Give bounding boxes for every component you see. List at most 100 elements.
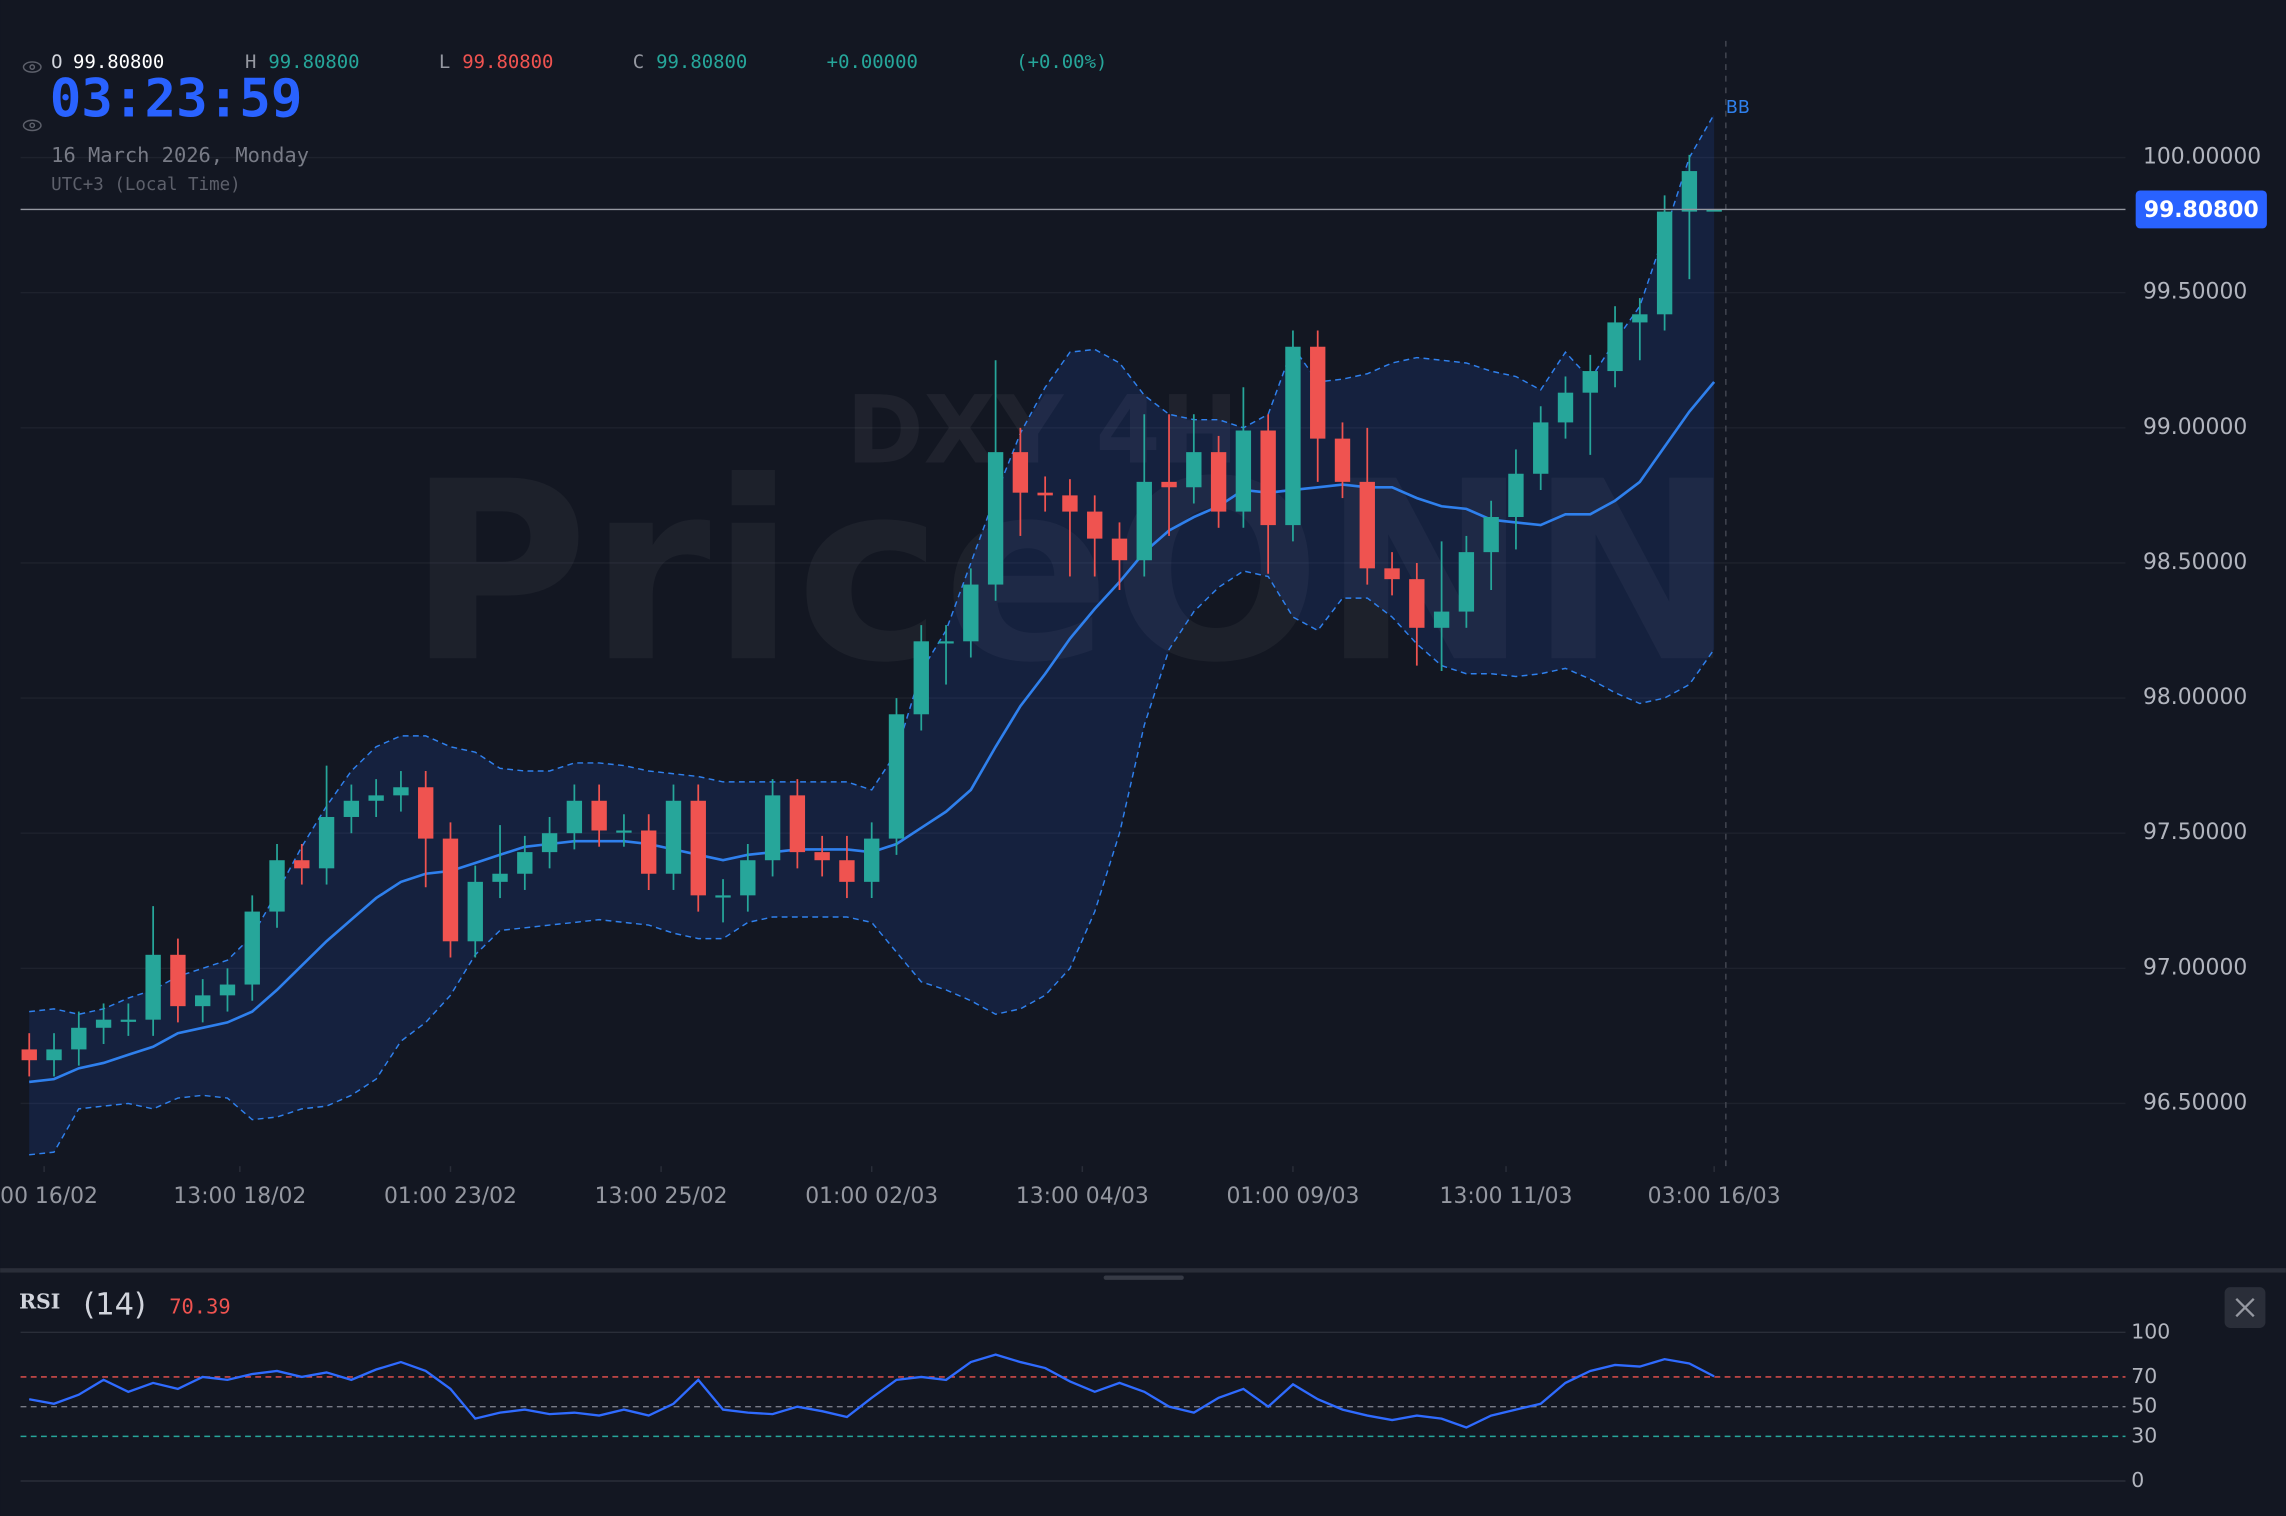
y-tick-label: 98.00000: [2143, 685, 2247, 710]
x-tick-label: 01:00 23/02: [384, 1184, 517, 1209]
close-value: 99.80800: [656, 51, 747, 73]
candle-body: [1458, 552, 1475, 612]
candle-body: [1062, 495, 1078, 512]
candle-body: [1285, 346, 1301, 526]
candle-body: [839, 860, 855, 882]
rsi-tick-label: 30: [2131, 1423, 2157, 1447]
rsi-header: RSI (14) 70.39: [19, 1288, 231, 1323]
x-tick-label: 03:00 16/03: [1648, 1184, 1781, 1209]
candle-body: [715, 895, 731, 898]
candle-body: [1037, 492, 1053, 496]
candle-body: [665, 800, 682, 874]
candle-body: [492, 873, 508, 882]
watermark: DXY 4H: [846, 377, 1238, 486]
candle-body: [195, 995, 211, 1007]
candle-body: [616, 830, 632, 833]
rsi-title: RSI: [19, 1290, 60, 1314]
candle-body: [418, 787, 434, 839]
open-label: O: [51, 51, 62, 73]
candle-body: [368, 795, 384, 801]
candle-body: [888, 714, 905, 839]
y-tick-label: 97.00000: [2143, 955, 2247, 980]
candle-body: [1607, 322, 1623, 372]
bb-label: BB: [1726, 98, 1750, 118]
y-tick-label: 99.00000: [2143, 415, 2247, 440]
bb-lower: [29, 570, 1715, 1156]
candle-body: [1111, 538, 1128, 561]
low-label: L: [439, 51, 450, 73]
y-tick-label: 96.50000: [2143, 1090, 2247, 1115]
change: +0.00000: [827, 51, 918, 73]
candle-body: [1656, 211, 1673, 315]
candle-body: [1384, 568, 1400, 580]
candle-body: [1632, 314, 1648, 323]
candle-body: [1235, 430, 1252, 512]
candle-body: [541, 833, 558, 853]
candle-body: [1533, 422, 1549, 474]
date: 16 March 2026, Monday: [51, 143, 309, 167]
candle-body: [21, 1049, 37, 1061]
y-tick-label: 100.00000: [2143, 145, 2261, 170]
candle-body: [145, 954, 161, 1020]
candle-body: [764, 795, 781, 861]
candle-body: [95, 1019, 112, 1028]
eye-icon: [22, 61, 42, 132]
x-tick-label: 13:00 11/03: [1440, 1184, 1573, 1209]
candle-body: [1483, 516, 1499, 553]
x-tick-label: 13:00 18/02: [173, 1184, 306, 1209]
timezone: UTC+3 (Local Time): [51, 175, 240, 195]
change-percent: (+0.00%): [1016, 51, 1107, 73]
candle-body: [244, 911, 260, 985]
candle-body: [467, 881, 483, 942]
candle-body: [913, 641, 929, 715]
candle-body: [1186, 452, 1202, 488]
candle-body: [963, 584, 979, 642]
y-tick-label: 98.50000: [2143, 550, 2247, 575]
candle-body: [219, 984, 236, 996]
close-icon[interactable]: [2235, 1297, 2255, 1318]
x-tick-label: 01:00 09/03: [1226, 1184, 1359, 1209]
open-value: 99.80800: [73, 51, 164, 73]
candle-body: [343, 800, 360, 817]
rsi-tick-label: 100: [2131, 1319, 2170, 1343]
y-tick-label: 97.50000: [2143, 820, 2247, 845]
candle-body: [294, 860, 310, 869]
candle-body: [1557, 392, 1574, 423]
rsi-tick-label: 0: [2131, 1468, 2144, 1492]
candle-body: [170, 954, 186, 1007]
candle-body: [517, 852, 533, 874]
close-button[interactable]: [2224, 1287, 2266, 1328]
candle-body: [1210, 452, 1227, 512]
candle-body: [641, 830, 657, 874]
candle-body: [1706, 209, 1722, 212]
candle-body: [938, 641, 954, 644]
rsi-line: [28, 1353, 1715, 1429]
candle-body: [1359, 481, 1375, 569]
candle-body: [318, 816, 335, 869]
candle-body: [1260, 430, 1276, 526]
resize-handle[interactable]: [1103, 1275, 1184, 1280]
candle-body: [1582, 371, 1598, 393]
candle-body: [120, 1019, 137, 1022]
low-value: 99.80800: [462, 51, 553, 73]
price-pane: 96.50000 97.00000 97.50000 98.00000 98.50000…: [0, 40, 2267, 1492]
last-price-box: [2135, 190, 2267, 229]
candle-body: [864, 838, 880, 882]
candle-body: [566, 800, 583, 834]
rsi-value: 70.39: [169, 1295, 230, 1319]
header: O 99.80800 H 99.80800 L 99.80800 C 99.80…: [22, 51, 1107, 195]
last-price-label: 99.80800: [2144, 198, 2259, 223]
candle-body: [690, 800, 706, 896]
high-value: 99.80800: [268, 51, 359, 73]
candle-body: [1508, 473, 1524, 517]
candle-body: [46, 1049, 62, 1061]
x-tick-label: 00 16/02: [0, 1184, 98, 1209]
pane-separator[interactable]: [0, 1268, 2286, 1273]
candle-body: [1409, 579, 1425, 628]
candle-body: [1161, 481, 1177, 488]
candle-body: [1087, 511, 1103, 539]
rsi-tick-label: 70: [2131, 1364, 2157, 1388]
candle-body: [814, 852, 830, 861]
candle-body: [1334, 438, 1351, 482]
